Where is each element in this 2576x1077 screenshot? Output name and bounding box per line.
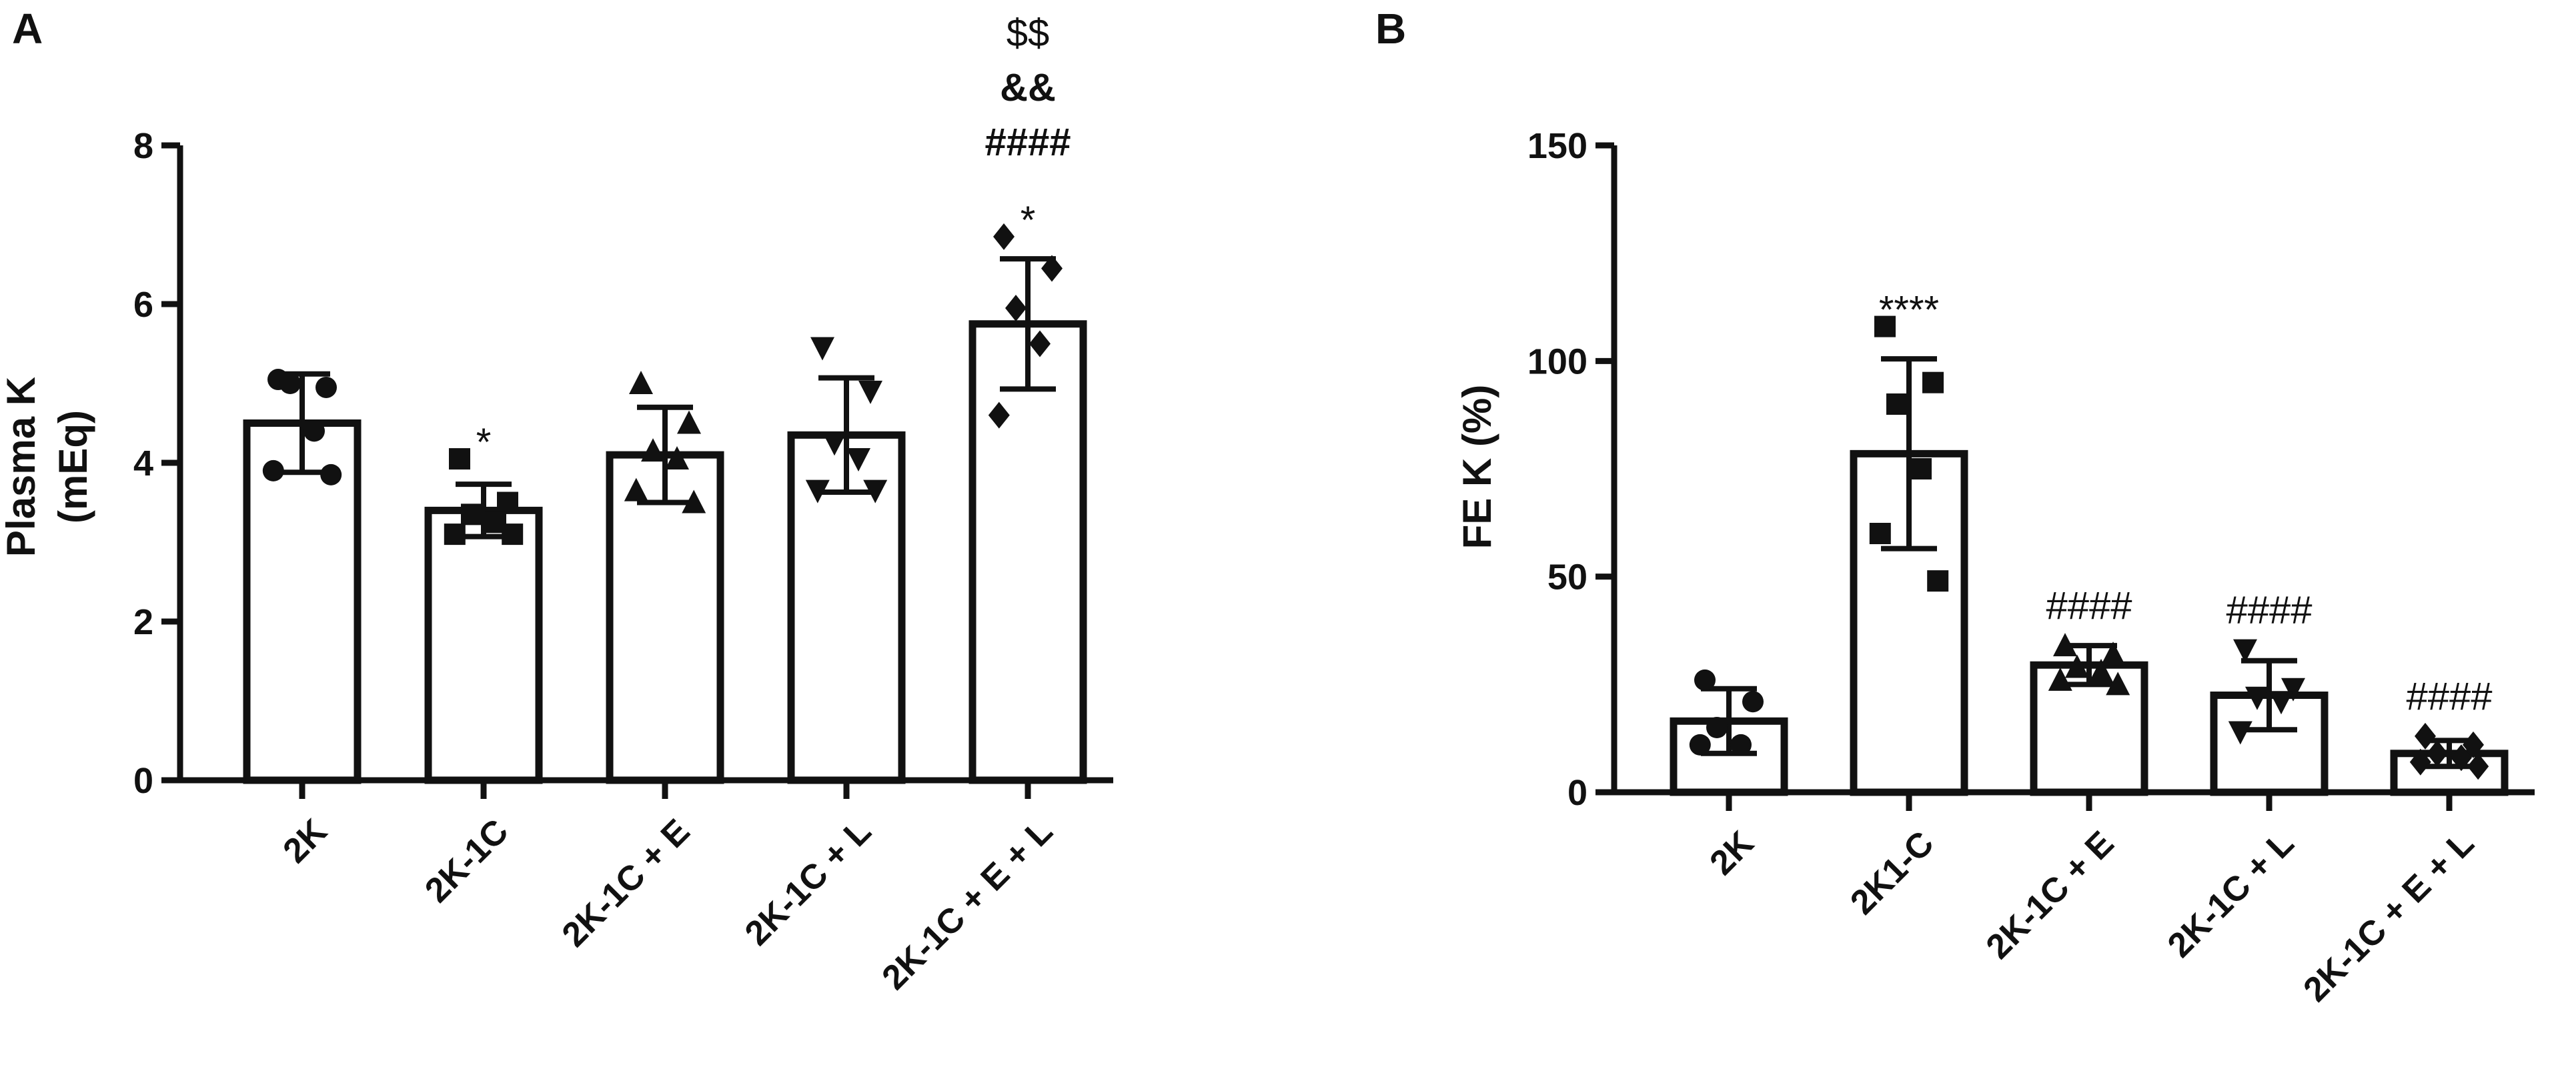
x-tick-label: 2K1-C [1843,824,1941,922]
data-point [2409,748,2431,776]
chart-panel-b: FE K (%) 0 50 100 150 2K 2K1-C 2K-1C + E 2K-1C … [1455,126,2535,1010]
x-tick-label: 2K-1C + L [738,812,879,953]
data-point [805,479,830,503]
y-axis-title-a-line1: Plasma K [0,377,43,557]
data-point [858,380,882,404]
data-point [1041,255,1063,282]
x-tick-label: 2K-1C [418,812,516,910]
data-point [810,337,834,361]
y-tick-label: 0 [133,761,153,801]
data-point [2106,672,2130,696]
data-point [2245,686,2269,710]
data-point [665,446,689,470]
significance-label: * [1021,199,1036,242]
x-tick-label: 2K-1C + E + L [874,812,1060,997]
data-point [846,448,870,472]
data-point [2053,633,2077,657]
significance-label: $$ [1007,11,1050,55]
y-tick-label: 4 [133,443,153,483]
data-point [1886,393,1908,415]
data-point [1689,734,1711,756]
data-point [2415,722,2436,750]
data-point [1706,717,1728,738]
significance-label: **** [1879,289,1939,332]
data-point [624,477,648,501]
data-point [2065,654,2089,678]
y-tick-label: 8 [133,126,153,166]
data-point [2269,691,2293,715]
y-tick-label: 0 [1567,773,1587,813]
data-point [822,432,846,456]
data-point [1910,458,1932,479]
significance-label: #### [985,121,1071,164]
data-point [502,523,524,546]
data-point [641,438,665,462]
significance-label: #### [2046,584,2132,628]
panel-label-b: B [1375,5,1406,53]
data-point [2281,678,2305,702]
data-point [262,459,284,481]
y-tick-label: 150 [1527,126,1587,166]
significance-label: #### [2226,589,2312,632]
data-point [2451,744,2472,772]
data-point [863,479,888,503]
y-axis-title-b: FE K (%) [1455,385,1499,550]
panel-label-a: A [12,5,43,53]
data-point [2233,639,2257,663]
data-point [1694,669,1716,691]
data-point [2228,721,2252,745]
x-tick-label: 2K-1C + E + L [2296,824,2481,1009]
bar [243,419,362,784]
data-point [1869,523,1891,544]
data-point [303,420,325,442]
data-point [1922,371,1944,393]
data-point [988,401,1010,429]
y-axis-title-a-line2: (mEq) [51,410,95,523]
x-tick-label: 2K [275,812,334,870]
data-point [461,503,482,525]
significance-label: && [1000,66,1056,109]
data-point [1029,330,1051,357]
bar [424,506,543,784]
data-point [1874,315,1896,337]
data-point [2467,753,2489,780]
data-point [279,373,301,394]
x-tick-label: 2K-1C + E [555,812,698,954]
data-point [629,371,653,394]
data-point [2463,731,2484,758]
data-point [444,523,466,546]
data-point [1927,570,1949,592]
data-point [1005,294,1027,321]
y-tick-label: 6 [133,285,153,325]
data-point [1742,691,1764,713]
data-point [320,463,342,485]
x-tick-label: 2K-1C + L [2160,824,2302,965]
chart-panel-a: Plasma K (mEq) 0 2 4 6 8 2K 2K-1C 2K-1C + E 2K-1… [0,11,1113,998]
y-tick-label: 50 [1547,558,1587,598]
y-tick-label: 100 [1527,341,1587,381]
data-point [2427,740,2448,767]
data-point [682,489,706,513]
bar [969,320,1087,784]
data-point [677,410,701,434]
data-point [2101,642,2125,666]
y-tick-label: 2 [133,602,153,642]
data-point [2089,658,2113,682]
significance-label: * [476,421,492,464]
data-point [1730,734,1752,756]
data-point [315,376,337,398]
data-point [2048,667,2072,691]
x-tick-label: 2K-1C + E [1979,824,2122,966]
data-point [497,491,518,513]
significance-label: #### [2406,675,2492,718]
data-point [993,223,1015,250]
x-tick-label: 2K [1702,824,1761,882]
data-point [449,448,470,470]
